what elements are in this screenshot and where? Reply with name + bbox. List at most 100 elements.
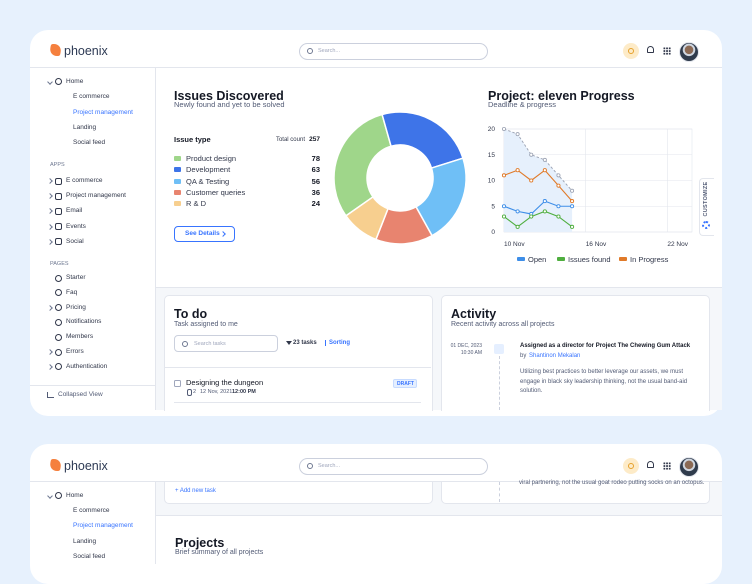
trend-point [515, 132, 520, 137]
sort-icon [325, 340, 326, 346]
charts: 0 5 10 15 20 10 Nov 16 Nov 22 Nov Open Issues fou… [333, 111, 693, 264]
search-box[interactable] [299, 458, 488, 475]
nav-icon [55, 289, 62, 297]
issue-count: 63 [311, 165, 320, 175]
bell-icon[interactable] [647, 461, 654, 468]
apps-icon[interactable] [663, 47, 671, 55]
series-point [515, 209, 520, 214]
legend-swatch [174, 189, 181, 195]
nav-icon [55, 304, 62, 312]
divider [164, 367, 431, 368]
donut-segment [344, 195, 389, 241]
activity-author[interactable]: Shantinon Mekalan [529, 353, 581, 359]
nav-item[interactable]: Members [66, 333, 94, 341]
activity-title: Assigned as a director for Project The C… [520, 343, 691, 349]
y-tick-label: 5 [491, 203, 495, 210]
task-search[interactable] [174, 335, 278, 352]
nav-subitem[interactable]: Landing [73, 123, 97, 131]
section-label: PAGES [50, 261, 69, 267]
nav-item[interactable]: Authentication [66, 362, 108, 370]
nav-icon [55, 238, 62, 246]
nav-subitem[interactable]: Project management [73, 522, 133, 530]
nav-item[interactable]: Starter [66, 274, 86, 281]
legend-label: Open [528, 255, 546, 264]
timeline-line [499, 356, 500, 410]
nav-icon [55, 348, 62, 356]
collapse-button[interactable]: Collapsed View [58, 391, 103, 398]
activity-by: by [520, 353, 527, 359]
trend-point [529, 152, 534, 157]
sun-icon [628, 463, 634, 469]
card-subtitle: Brief summary of all projects [175, 549, 264, 556]
nav-icon [55, 363, 62, 371]
series-point [515, 224, 520, 229]
activity-text: viral partnering, not the usual goat rod… [519, 480, 705, 486]
nav-subitem[interactable]: E commerce [73, 507, 110, 515]
nav-item[interactable]: Home [66, 492, 84, 499]
card-title: Issues Discovered [174, 89, 284, 103]
button-label[interactable]: See Details [185, 230, 220, 237]
issue-label: R & D [186, 199, 207, 209]
logo[interactable]: phoenix [64, 44, 108, 58]
add-task-button[interactable]: + Add new task [175, 488, 216, 494]
nav-item[interactable]: Project management [66, 192, 126, 200]
issue-label: Customer queries [186, 187, 246, 197]
nav-item[interactable]: Home [66, 78, 84, 85]
search-placeholder: Search... [318, 463, 341, 469]
legend-swatch [174, 167, 181, 173]
nav-subitem[interactable]: E commerce [73, 93, 110, 101]
task-checkbox[interactable] [174, 380, 181, 387]
nav-item[interactable]: Social [66, 237, 84, 245]
y-tick-label: 0 [491, 229, 495, 236]
card-subtitle: Newly found and yet to be solved [174, 100, 285, 109]
logo[interactable]: phoenix [64, 459, 108, 473]
issue-label: Development [186, 165, 231, 175]
search-box[interactable] [299, 43, 488, 60]
apps-icon[interactable] [663, 462, 671, 470]
total-value: 257 [309, 136, 320, 143]
nav-item[interactable]: Faq [66, 288, 78, 296]
nav-item[interactable]: Email [66, 207, 83, 215]
series-point [542, 199, 547, 204]
nav-icon [55, 223, 62, 231]
series-point [570, 199, 575, 204]
activity-text: Utilizing best practices to better lever… [520, 369, 688, 394]
series-point [542, 209, 547, 214]
legend-swatch [517, 257, 525, 261]
collapse-icon[interactable] [47, 392, 54, 398]
task-count[interactable]: 23 tasks [293, 340, 317, 346]
legend-swatch [174, 178, 181, 184]
column-header: Issue type [174, 135, 211, 144]
task-date: 12 Nov, 2021 [200, 389, 233, 395]
x-tick-label: 16 Nov [586, 241, 607, 248]
task-name[interactable]: Designing the dungeon [186, 378, 264, 387]
bell-icon[interactable] [647, 46, 654, 53]
avatar[interactable] [679, 42, 699, 62]
series-point [556, 183, 561, 188]
legend-label: Issues found [568, 255, 611, 264]
nav-item[interactable]: Pricing [66, 303, 86, 311]
nav-icon [55, 318, 62, 326]
series-line [503, 169, 573, 202]
series-point [529, 178, 534, 183]
nav-icon [55, 274, 62, 282]
see-details-button[interactable] [174, 226, 235, 242]
nav-item[interactable]: E commerce [66, 177, 103, 184]
series-point [570, 204, 575, 209]
trend-point [501, 127, 506, 132]
nav-subitem[interactable]: Project management [73, 108, 133, 116]
nav-item[interactable]: Errors [66, 348, 84, 355]
sorting-button[interactable]: Sorting [329, 340, 350, 346]
gear-icon [702, 221, 710, 229]
nav-item[interactable]: Events [66, 222, 86, 230]
nav-icon [55, 492, 62, 499]
series-point [501, 204, 507, 209]
section-label: APPS [50, 162, 65, 168]
legend-label: In Progress [630, 255, 669, 264]
nav-subitem[interactable]: Social feed [73, 552, 106, 560]
avatar[interactable] [679, 457, 699, 477]
card-title: To do [174, 307, 208, 321]
nav-subitem[interactable]: Social feed [73, 139, 106, 147]
nav-item[interactable]: Notifications [66, 318, 102, 326]
nav-subitem[interactable]: Landing [73, 537, 97, 545]
